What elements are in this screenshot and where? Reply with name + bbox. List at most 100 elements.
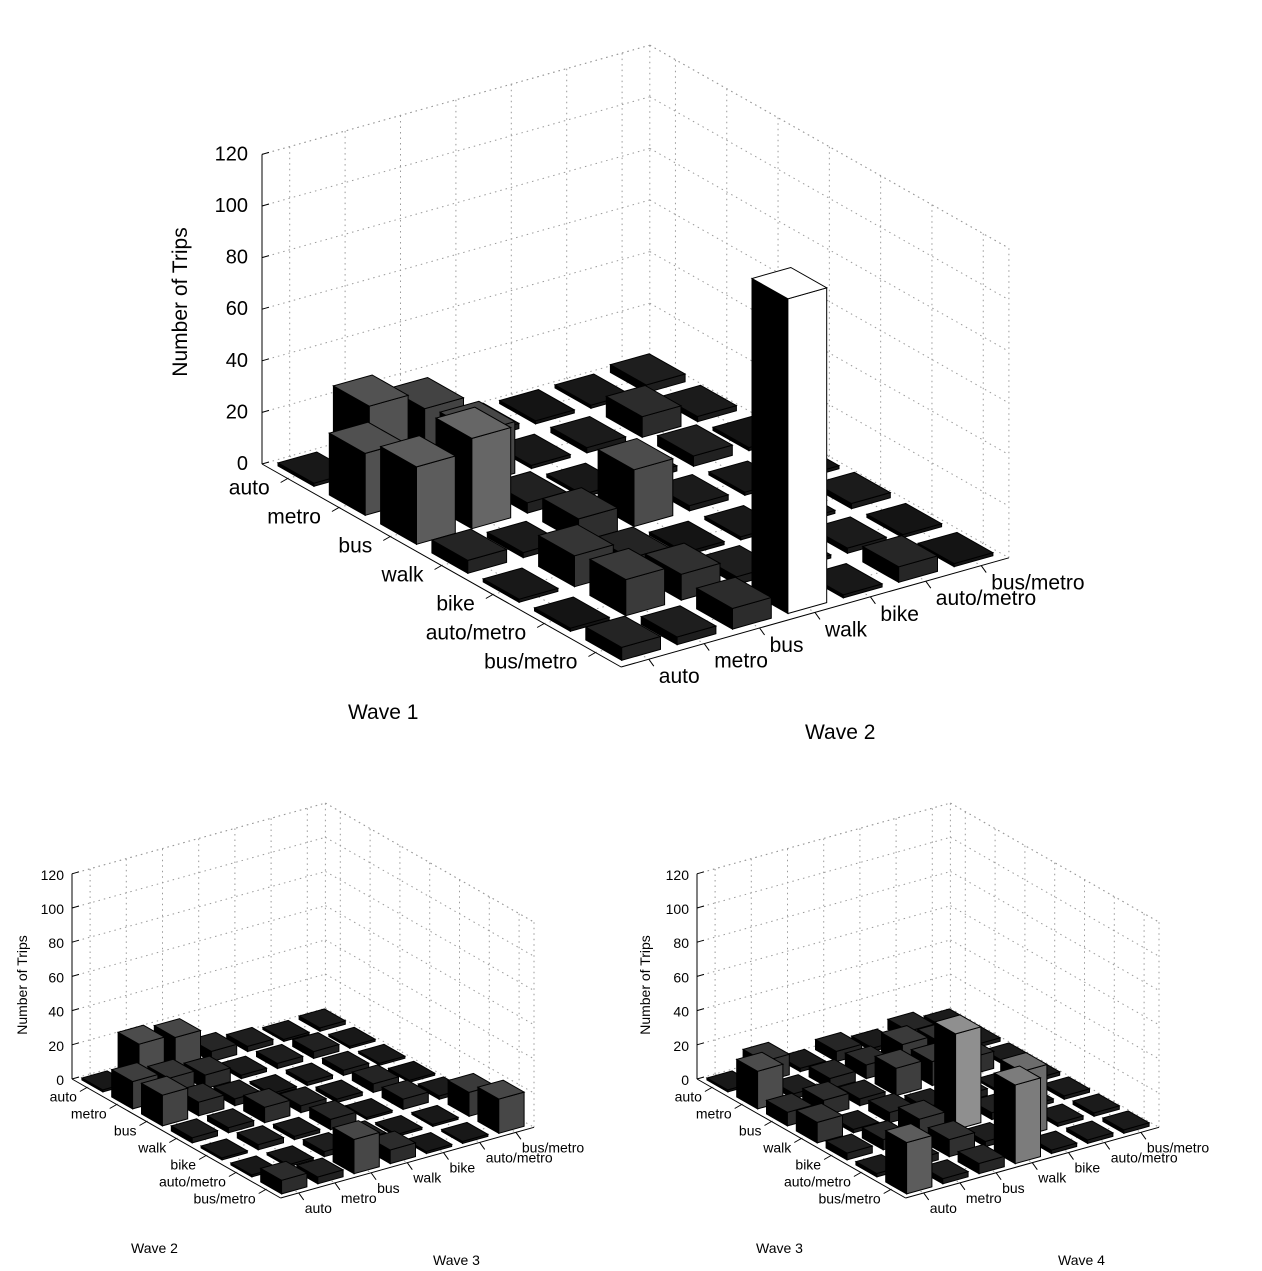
bar [609, 353, 687, 394]
bar-top-face [110, 1062, 160, 1083]
bar-top-face [861, 535, 939, 568]
bar-top-face [146, 1058, 196, 1079]
bar [1071, 1093, 1121, 1118]
bar-top-face [308, 1099, 358, 1120]
y-tick [479, 1142, 486, 1150]
x-tick [588, 652, 596, 657]
y-tick [443, 1152, 449, 1160]
y-tick [1140, 1132, 1147, 1140]
bar-top-face [695, 576, 773, 610]
y-tick [925, 580, 932, 589]
bar [1065, 1120, 1115, 1145]
z-tick-label: 100 [41, 901, 65, 917]
x-tick-label: auto/metro [784, 1174, 851, 1190]
bar [807, 1058, 857, 1090]
y-tick [869, 596, 876, 605]
z-tick-label: 60 [226, 298, 248, 320]
bar-top-face [865, 502, 943, 536]
bar-top-face [956, 1143, 1006, 1165]
y-tick [1104, 1142, 1111, 1150]
y-tick-label: bike [880, 603, 919, 626]
bar [873, 1048, 923, 1097]
bar-top-face [332, 374, 410, 407]
z-axis-label: Number of Trips [14, 935, 30, 1035]
y-tick [298, 1192, 305, 1201]
bar-top-face [880, 1025, 929, 1046]
bar [605, 384, 683, 439]
bar-top-face [1042, 1076, 1091, 1097]
bar [170, 1118, 219, 1144]
y-tick-label: walk [824, 618, 868, 641]
z-tick-label: 0 [237, 453, 248, 475]
bar [379, 435, 457, 546]
bar [795, 1102, 844, 1144]
bar-top-face [750, 266, 828, 300]
bar [410, 1104, 460, 1128]
bar-top-face [176, 1082, 226, 1103]
y-tick-label: auto/metro [486, 1149, 553, 1165]
bar-top-face [810, 516, 888, 549]
x-tick-label: bike [170, 1157, 196, 1173]
bars [80, 1008, 526, 1195]
axes: 020406080100120autometrobuswalkbikeauto/… [666, 867, 1210, 1216]
x-tick [823, 1155, 832, 1160]
bar-top-face [481, 567, 560, 600]
x-tick-label: bus [338, 535, 372, 558]
x-tick-label: metro [267, 506, 321, 529]
z-tick-label: 80 [48, 935, 64, 951]
bar [297, 1008, 347, 1033]
z-tick [261, 461, 270, 465]
bar [199, 1138, 249, 1161]
bar [387, 1060, 436, 1084]
bar-top-face [765, 1092, 814, 1113]
x-tick [79, 1087, 88, 1092]
y-tick-label: walk [1037, 1170, 1067, 1186]
y-tick-label: auto/metro [936, 587, 1036, 610]
bar [993, 1065, 1042, 1165]
bar-top-face [801, 1080, 851, 1101]
bar [639, 605, 718, 646]
bar-top-face [588, 547, 666, 581]
bar-front-face [993, 1072, 1016, 1165]
bar-top-face [295, 1157, 345, 1178]
bar [956, 1143, 1006, 1175]
bar-top-face [272, 1116, 321, 1137]
z-tick [261, 255, 270, 259]
z-tick [696, 905, 705, 909]
bar-top-face [916, 531, 995, 565]
bar [380, 1079, 430, 1111]
bar-top-face [933, 1014, 983, 1035]
z-tick [696, 939, 705, 943]
y-tick-label: bus/metro [522, 1139, 584, 1155]
bar [242, 1087, 292, 1124]
bar [285, 1062, 334, 1087]
z-tick-label: 0 [56, 1072, 64, 1088]
bar-top-face [380, 1079, 430, 1100]
x-tick-label: bike [795, 1157, 821, 1173]
y-axis-label: Wave 3 [433, 1252, 480, 1268]
bar-top-face [735, 1051, 785, 1072]
bar-side-face [955, 1026, 982, 1131]
bar [861, 535, 939, 584]
z-tick [71, 871, 80, 875]
bar-top-face [430, 528, 508, 561]
bar-top-face [1065, 1120, 1115, 1141]
z-tick-label: 20 [673, 1038, 689, 1054]
bars [705, 1008, 1151, 1195]
bar-side-face [633, 458, 674, 528]
bar-top-face [837, 1079, 887, 1100]
x-tick-label: bus/metro [484, 651, 577, 674]
bar [225, 1026, 275, 1053]
bar-top-face [410, 1104, 460, 1125]
bar-top-face [884, 1123, 934, 1144]
bar-top-face [1071, 1093, 1121, 1114]
bar-top-face [297, 1008, 347, 1029]
x-tick [734, 1104, 742, 1109]
bar-top-face [831, 1109, 880, 1130]
bar [549, 415, 627, 454]
bar-top-face [639, 605, 718, 638]
bar [206, 1108, 255, 1134]
y-tick-label: auto [659, 665, 700, 688]
bar [735, 1051, 785, 1110]
